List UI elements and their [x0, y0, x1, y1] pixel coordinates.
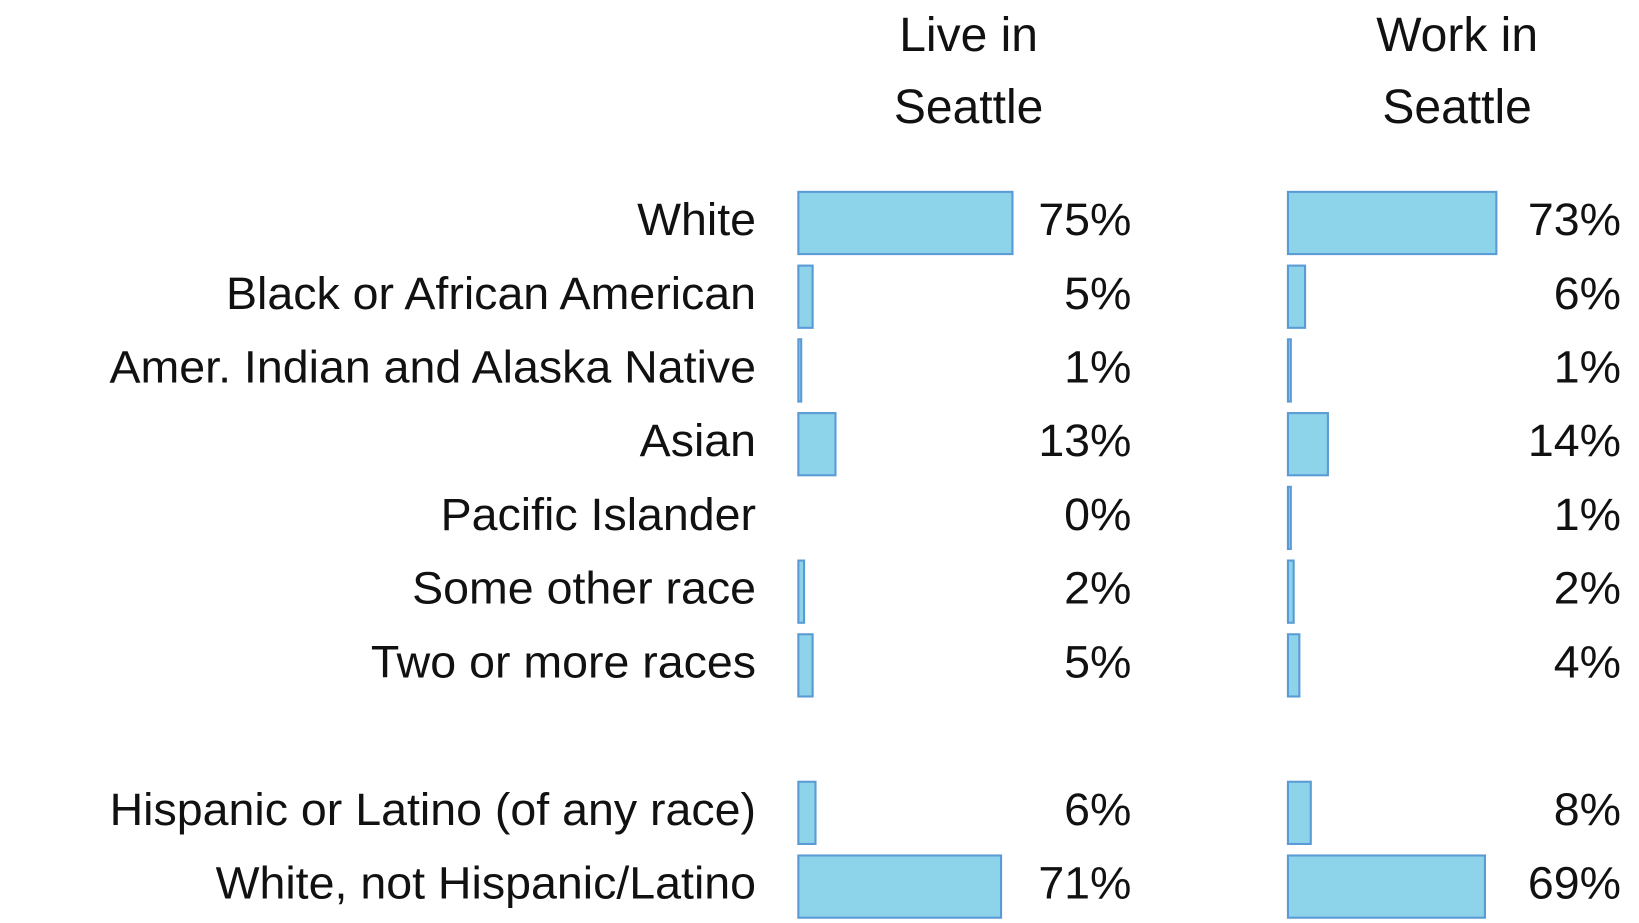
- bar: [797, 412, 837, 477]
- value-label: 1%: [1064, 341, 1131, 392]
- category-label: Some other race: [412, 562, 756, 613]
- value-label: 2%: [1554, 562, 1621, 613]
- bar: [1286, 780, 1312, 846]
- value-label: 75%: [1038, 193, 1131, 244]
- series-header: Work in Seattle: [1376, 9, 1539, 134]
- category-label: Amer. Indian and Alaska Native: [110, 341, 757, 392]
- value-label: 69%: [1528, 857, 1621, 908]
- bar: [797, 780, 817, 846]
- value-label: 1%: [1554, 488, 1621, 539]
- value-label: 5%: [1064, 267, 1131, 318]
- bar: [1286, 633, 1301, 698]
- category-label: Black or African American: [226, 267, 756, 318]
- value-label: 8%: [1554, 783, 1621, 834]
- value-label: 13%: [1038, 415, 1131, 466]
- bar: [797, 338, 803, 403]
- value-label: 6%: [1554, 267, 1621, 318]
- bar: [797, 190, 1014, 256]
- bar: [1286, 264, 1307, 329]
- category-label: White: [637, 193, 756, 244]
- bar: [1286, 412, 1329, 477]
- value-label: 2%: [1064, 562, 1131, 613]
- bar: [797, 633, 814, 698]
- bar: [1286, 854, 1486, 919]
- category-label: Two or more races: [371, 636, 756, 687]
- value-label: 1%: [1554, 341, 1621, 392]
- value-label: 4%: [1554, 636, 1621, 687]
- bar: [797, 264, 814, 329]
- value-label: 14%: [1528, 415, 1621, 466]
- bar: [797, 854, 1003, 919]
- series-header: Live in Seattle: [893, 9, 1044, 134]
- bar: [797, 559, 806, 624]
- category-label: Asian: [640, 415, 756, 466]
- value-label: 73%: [1528, 193, 1621, 244]
- bar: [1286, 559, 1295, 624]
- value-label: 5%: [1064, 636, 1131, 687]
- bar: [1286, 338, 1292, 403]
- value-label: 0%: [1064, 488, 1131, 539]
- bar: [1286, 190, 1498, 256]
- category-label: White, not Hispanic/Latino: [216, 857, 756, 908]
- category-label: Hispanic or Latino (of any race): [110, 783, 756, 834]
- bar: [1286, 485, 1292, 551]
- category-label: Pacific Islander: [441, 488, 756, 539]
- value-label: 6%: [1064, 783, 1131, 834]
- value-label: 71%: [1038, 857, 1131, 908]
